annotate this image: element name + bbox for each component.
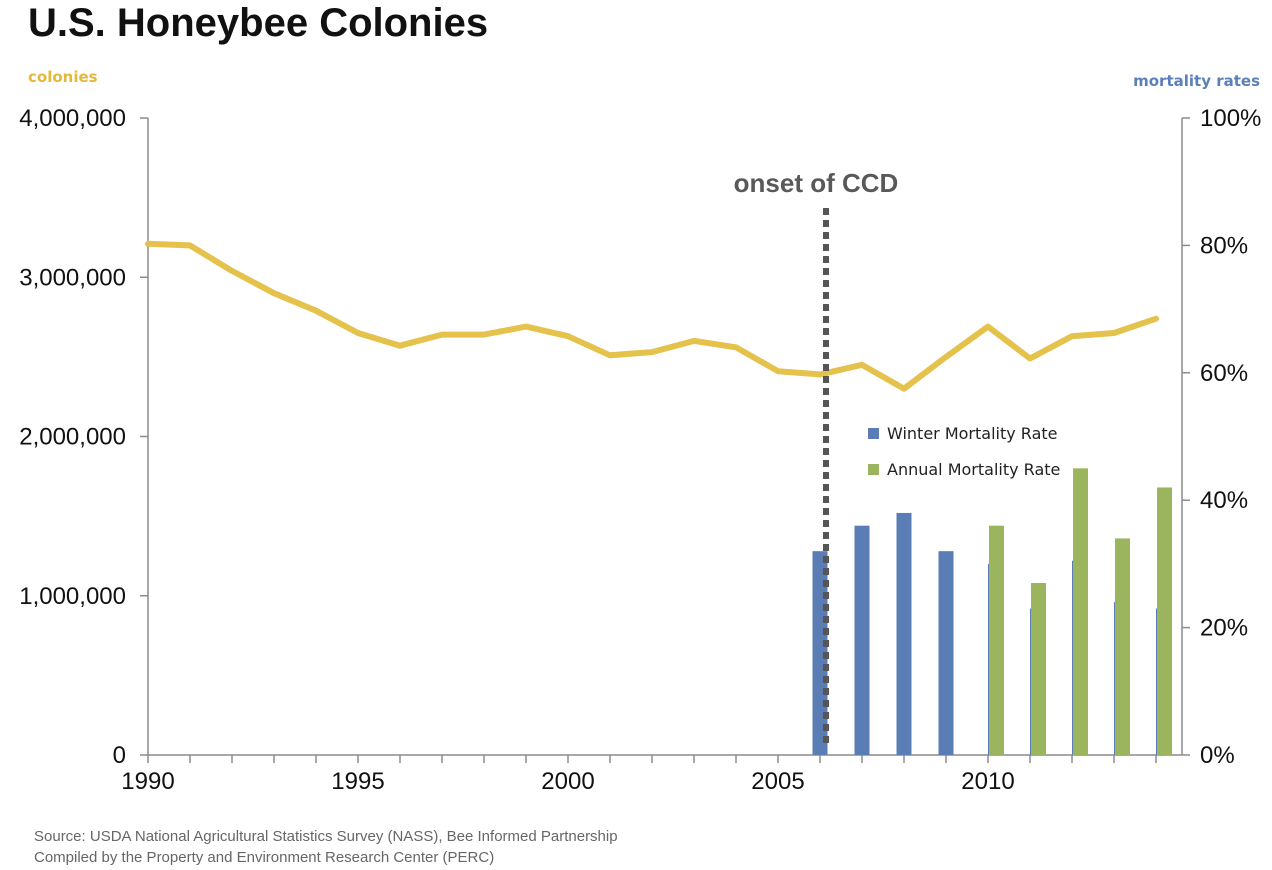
- left-tick-label: 1,000,000: [19, 583, 126, 610]
- left-tick-label: 3,000,000: [19, 264, 126, 291]
- right-tick-label: 60%: [1200, 360, 1248, 387]
- right-tick-label: 100%: [1200, 105, 1261, 132]
- right-tick-label: 40%: [1200, 487, 1248, 514]
- legend: Winter Mortality Rate Annual Mortality Ra…: [868, 424, 1060, 479]
- x-tick-label: 2010: [961, 768, 1014, 795]
- legend-label: Annual Mortality Rate: [887, 460, 1060, 479]
- x-tick-label: 1990: [121, 768, 174, 795]
- right-tick-label: 80%: [1200, 232, 1248, 259]
- right-axis-label: mortality rates: [1133, 72, 1260, 90]
- annual-mortality-bar: [1031, 583, 1046, 755]
- mortality-bars: [812, 468, 1172, 755]
- legend-label: Winter Mortality Rate: [887, 424, 1058, 443]
- annual-mortality-bar: [1073, 468, 1088, 755]
- ccd-annotation: onset of CCD: [734, 168, 899, 745]
- x-axis-ticks: 1990 1995 2000 2005 2010: [121, 755, 1157, 795]
- left-tick-label: 2,000,000: [19, 424, 126, 451]
- left-tick-label: 0: [113, 742, 126, 769]
- colonies-line-layer: [145, 240, 1159, 392]
- right-tick-label: 0%: [1200, 742, 1235, 769]
- left-tick-label: 4,000,000: [19, 105, 126, 132]
- x-tick-label: 1995: [331, 768, 384, 795]
- annual-mortality-bar: [1115, 538, 1130, 755]
- annotation-text: onset of CCD: [734, 168, 899, 198]
- colonies-line: [145, 240, 1159, 392]
- annual-mortality-bar: [1157, 487, 1172, 755]
- source-line-2: Compiled by the Property and Environment…: [34, 849, 494, 866]
- left-axis-label: colonies: [28, 68, 98, 86]
- annual-mortality-bar: [989, 525, 1004, 755]
- winter-mortality-bar: [938, 551, 954, 755]
- x-tick-label: 2005: [751, 768, 804, 795]
- right-tick-label: 20%: [1200, 615, 1248, 642]
- right-axis-ticks: 0% 20% 40% 60% 80% 100%: [1182, 105, 1261, 769]
- legend-swatch: [868, 428, 879, 439]
- chart-title: U.S. Honeybee Colonies: [28, 1, 488, 45]
- source-line-1: Source: USDA National Agricultural Stati…: [34, 828, 618, 845]
- winter-mortality-bar: [854, 525, 870, 755]
- winter-mortality-bar: [896, 512, 912, 755]
- legend-swatch: [868, 464, 879, 475]
- left-axis-ticks: 0 1,000,000 2,000,000 3,000,000 4,000,000: [19, 105, 148, 769]
- x-tick-label: 2000: [541, 768, 594, 795]
